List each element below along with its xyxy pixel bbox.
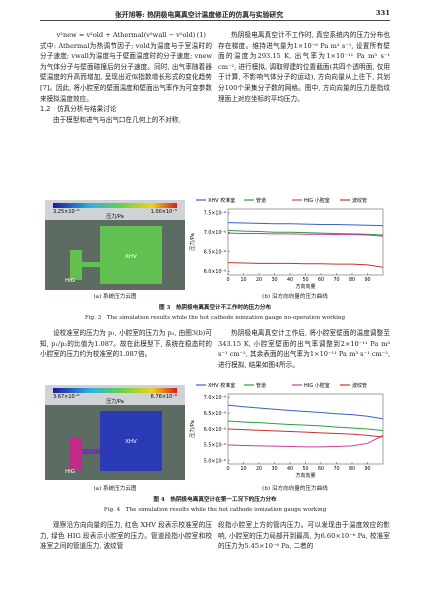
- x-tick-label: 20: [256, 466, 262, 472]
- colorbar-max: 6.76×10⁻⁶: [151, 394, 177, 400]
- subcaption: (b) 沿方向向量的压力曲线: [262, 486, 328, 492]
- section-heading: 1.2 仿真分析与结果讨论: [40, 105, 117, 114]
- chamber-xhv: [100, 411, 162, 471]
- x-tick-label: 60: [318, 277, 324, 283]
- label-xhv: XHV: [125, 439, 137, 445]
- page-number: 331: [375, 9, 390, 17]
- line-chart: XHV 校准室 管道 HIG 小腔室 波纹管 6.0×10⁻⁶ 6.5×10⁻⁶ 7.0×1…: [189, 197, 384, 290]
- label-hig: HIG: [65, 469, 75, 475]
- chamber-xhv: [100, 226, 162, 284]
- x-tick-label: 70: [333, 466, 339, 472]
- pipe: [82, 262, 100, 267]
- legend-label: HIG 小腔室: [304, 382, 330, 389]
- running-title: 张开旭等: 热阴极电离真空计温度修正的仿真与实验研究: [115, 11, 283, 19]
- y-tick-label: 6.5×10⁻⁶: [204, 411, 226, 417]
- colorbar-label: 压力/Pa: [106, 398, 124, 405]
- paragraph: 热阴极电离真空计不工作时, 真空系统内的压力分布也存在梯度。维持进气量为1×10…: [218, 31, 390, 103]
- data-line: [227, 428, 384, 438]
- y-tick-label: 7.0×10⁻⁶: [204, 395, 226, 401]
- y-tick-label: 5.5×10⁻⁶: [204, 443, 226, 449]
- contour-image: 3.25×10⁻⁶ 1.00×10⁻⁵ 压力/Pa XHV HIG: [45, 200, 185, 290]
- y-tick-label: 6.0×10⁻⁶: [204, 269, 226, 275]
- x-tick-label: 80: [349, 277, 355, 283]
- data-line: [227, 222, 384, 227]
- paragraph: 式中: Athermal为热调节因子; vold为温度与于室温时的分子速度; v…: [40, 41, 212, 103]
- data-line: [227, 229, 384, 236]
- x-tick-label: 20: [256, 277, 262, 283]
- y-axis-label: 压力/Pa: [189, 233, 196, 251]
- data-line: [227, 420, 384, 432]
- x-axis-label: 方向向量: [295, 472, 315, 479]
- x-tick-label: 40: [287, 466, 293, 472]
- x-tick-label: 50: [302, 466, 308, 472]
- y-axis-label: 压力/Pa: [189, 420, 196, 438]
- x-tick-label: 30: [271, 466, 277, 472]
- paragraph: 热阴极电离真空计工作后, 将小腔室壁面的温度调整至343.15 K, 小腔室壁面…: [218, 329, 390, 369]
- chamber-hig: [70, 250, 82, 280]
- label-hig: HIG: [65, 278, 75, 284]
- figure-caption-en: Fig. 4 The simulation results while the …: [103, 507, 327, 513]
- plot-frame: [227, 208, 384, 276]
- x-tick-label: 90: [364, 277, 370, 283]
- x-tick-label: 80: [349, 466, 355, 472]
- data-line: [227, 404, 384, 420]
- x-tick-label: 0: [226, 466, 229, 472]
- x-tick-label: 70: [333, 277, 339, 283]
- legend-label: HIG 小腔室: [304, 197, 330, 204]
- x-axis-label: 方向向量: [295, 283, 315, 290]
- y-tick-label: 7.0×10⁻⁶: [204, 230, 226, 236]
- paragraph: 观察沿方向向量的压力, 红色 XHV 段表示校准室的压力, 绿色 HIG 段表示…: [40, 521, 212, 551]
- equation-number: (1): [196, 31, 206, 39]
- line-chart: XHV 校准室 管道 HIG 小腔室 波纹管 5.0×10⁻⁶ 5.5×10⁻⁶ 6.0×1…: [189, 382, 384, 479]
- x-tick-label: 30: [271, 277, 277, 283]
- data-line: [227, 262, 384, 268]
- colorbar: [53, 203, 177, 208]
- x-tick-label: 40: [287, 277, 293, 283]
- legend-label: 管道: [256, 197, 266, 204]
- legend-label: XHV 校准室: [208, 382, 235, 389]
- subcaption: (b) 沿方向向量的压力曲线: [262, 294, 328, 300]
- colorbar-label: 压力/Pa: [106, 213, 124, 220]
- legend-label: 管道: [256, 382, 266, 389]
- left-column-1: v²new = v²old + Athermal(v²wall − v²old)…: [40, 30, 212, 125]
- figure-caption: 图 4 热阴极电离真空计在第一工况下的压力分布: [153, 497, 277, 503]
- legend-label: 波纹管: [352, 197, 367, 204]
- x-tick-label: 0: [226, 277, 229, 283]
- label-xhv: XHV: [125, 254, 137, 260]
- contour-image: 3.67×10⁻⁶ 6.76×10⁻⁶ 压力/Pa XHV HIG: [45, 385, 185, 480]
- formula: v²new = v²old + Athermal(v²wall − v²old): [56, 31, 196, 39]
- legend-label: 波纹管: [352, 382, 367, 389]
- chamber-hig: [70, 437, 82, 469]
- subcaption: (a) 系统压力云图: [93, 486, 137, 492]
- pipe: [82, 449, 100, 454]
- y-tick-label: 5.0×10⁻⁶: [204, 459, 226, 465]
- data-line: [227, 434, 384, 448]
- x-tick-label: 10: [240, 277, 246, 283]
- x-tick-label: 90: [364, 466, 370, 472]
- x-tick-label: 10: [240, 466, 246, 472]
- equation: v²new = v²old + Athermal(v²wall − v²old)…: [40, 30, 212, 41]
- y-tick-label: 7.5×10⁻⁶: [204, 211, 226, 217]
- y-tick-label: 6.5×10⁻⁶: [204, 250, 226, 256]
- data-line: [227, 232, 384, 237]
- x-tick-label: 50: [302, 277, 308, 283]
- colorbar-max: 1.00×10⁻⁵: [151, 209, 177, 215]
- header: 张开旭等: 热阴极电离真空计温度修正的仿真与实验研究 331: [40, 8, 390, 21]
- paragraph: 由于模型和进气与出气口在几何上的不对称,: [53, 115, 181, 124]
- colorbar-min: 3.67×10⁻⁶: [53, 394, 79, 400]
- subcaption: (a) 系统压力云图: [93, 294, 137, 300]
- figure-caption: 图 3 热阴极电离真空计不工作时的压力分布: [158, 305, 272, 311]
- x-tick-label: 60: [318, 466, 324, 472]
- paragraph: 段指小腔室上方的管内压力。可以发现由于温度效应的影响, 小腔室的压力局部开到最高…: [218, 521, 390, 551]
- figure-caption-en: Fig. 3 The simulation results while the …: [84, 315, 346, 321]
- y-tick-label: 6.0×10⁻⁶: [204, 427, 226, 433]
- legend-label: XHV 校准室: [208, 197, 235, 204]
- paragraph: 设校准室的压力为 p₁, 小腔室的压力为 p₂, 由图3(b)可知, p₁/p₂…: [40, 329, 212, 359]
- colorbar: [53, 388, 177, 393]
- colorbar-min: 3.25×10⁻⁶: [53, 209, 79, 215]
